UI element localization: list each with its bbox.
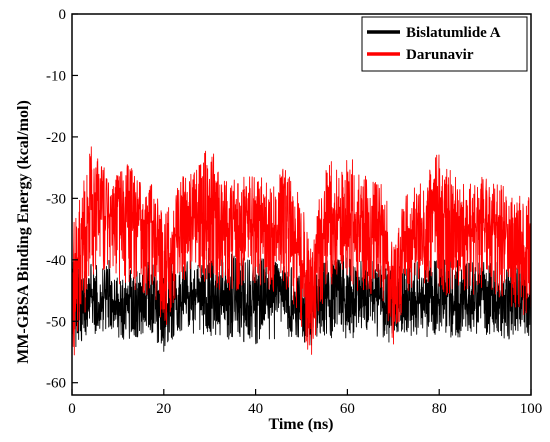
y-tick-label: -20	[46, 130, 66, 146]
series-line-darunavir	[72, 146, 531, 356]
y-tick-label: -50	[46, 314, 66, 330]
x-tick-label: 80	[432, 401, 447, 417]
y-axis-title: MM-GBSA Binding Energy (kcal/mol)	[15, 100, 32, 364]
series-layer	[72, 146, 531, 356]
legend: Bislatumlide A Darunavir	[361, 16, 528, 72]
y-tick-label: -10	[46, 68, 66, 84]
x-tick-label: 0	[68, 401, 76, 417]
y-tick-label: -60	[46, 376, 66, 392]
y-tick-label: 0	[59, 7, 67, 23]
legend-label-darunavir: Darunavir	[406, 47, 474, 63]
x-axis-title: Time (ns)	[268, 416, 333, 433]
x-tick-label: 100	[520, 401, 543, 417]
y-tick-label: -40	[46, 253, 66, 269]
x-tick-label: 20	[156, 401, 171, 417]
x-tick-label: 40	[248, 401, 263, 417]
plot-frame	[71, 13, 532, 396]
legend-label-bislatumlide-a: Bislatumlide A	[406, 25, 501, 41]
y-tick-label: -30	[46, 191, 66, 207]
x-tick-label: 60	[340, 401, 355, 417]
tick-layer: 0 20 40 60 80 100 0 -10 -20 -30 -40 -50 -60	[46, 7, 542, 417]
legend-box	[361, 16, 528, 72]
